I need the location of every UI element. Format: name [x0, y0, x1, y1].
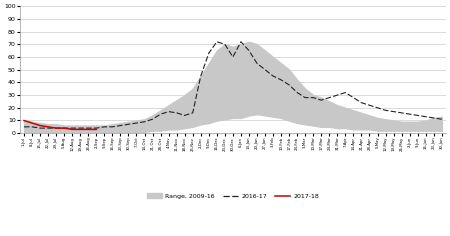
Legend: Range, 2009-16, 2016-17, 2017-18: Range, 2009-16, 2016-17, 2017-18	[144, 191, 322, 201]
